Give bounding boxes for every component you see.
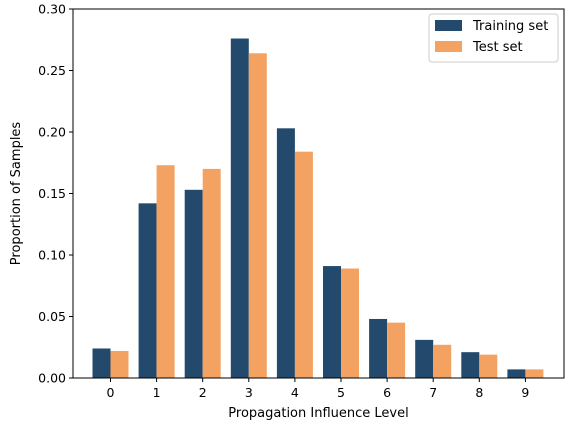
y-tick-label: 0.00: [38, 371, 66, 386]
x-tick-label: 4: [291, 385, 299, 400]
bar-test-3: [248, 53, 267, 378]
bar-test-9: [525, 369, 544, 378]
y-tick-label: 0.30: [38, 2, 66, 17]
legend-swatch-training: [435, 20, 462, 31]
legend-label-test: Test set: [472, 40, 523, 55]
legend: Training set Test set: [428, 13, 559, 63]
bars-group: [92, 38, 544, 379]
bar-training-6: [369, 318, 388, 378]
bar-test-7: [433, 344, 452, 378]
bar-test-2: [202, 168, 221, 378]
bar-test-5: [341, 268, 359, 378]
bar-test-6: [387, 322, 406, 378]
bar-training-8: [461, 352, 480, 378]
x-tick-label: 5: [337, 385, 345, 400]
x-tick-label: 2: [199, 385, 207, 400]
x-axis-ticks: 0 1 2 3 4 5 6 7 8 9: [107, 378, 529, 400]
bar-training-0: [92, 348, 111, 378]
bar-training-7: [415, 339, 434, 378]
y-tick-label: 0.05: [38, 309, 66, 324]
y-tick-label: 0.10: [38, 248, 66, 263]
bar-training-4: [276, 128, 295, 378]
y-axis-label: Proportion of Samples: [9, 122, 24, 266]
bar-test-0: [110, 350, 129, 378]
bar-test-8: [479, 354, 498, 378]
x-tick-label: 7: [429, 385, 437, 400]
x-tick-label: 8: [475, 385, 483, 400]
y-tick-label: 0.20: [38, 125, 66, 140]
bar-test-4: [294, 151, 313, 378]
x-axis-label: Propagation Influence Level: [228, 406, 408, 421]
x-tick-label: 3: [245, 385, 253, 400]
y-tick-label: 0.25: [38, 63, 66, 78]
bar-training-5: [323, 266, 341, 378]
bar-training-2: [184, 189, 203, 378]
bar-training-9: [507, 369, 526, 378]
bar-training-1: [138, 203, 157, 378]
plot-frame: [72, 8, 565, 379]
x-tick-label: 0: [107, 385, 115, 400]
x-tick-label: 6: [383, 385, 391, 400]
legend-swatch-test: [435, 41, 462, 52]
bar-training-3: [230, 38, 249, 379]
y-axis-ticks: 0.00 0.05 0.10 0.15 0.20 0.25 0.30: [38, 2, 73, 386]
y-tick-label: 0.15: [38, 186, 66, 201]
x-tick-label: 1: [153, 385, 161, 400]
legend-label-training: Training set: [472, 19, 548, 34]
x-tick-label: 9: [521, 385, 529, 400]
bar-test-1: [156, 165, 175, 378]
